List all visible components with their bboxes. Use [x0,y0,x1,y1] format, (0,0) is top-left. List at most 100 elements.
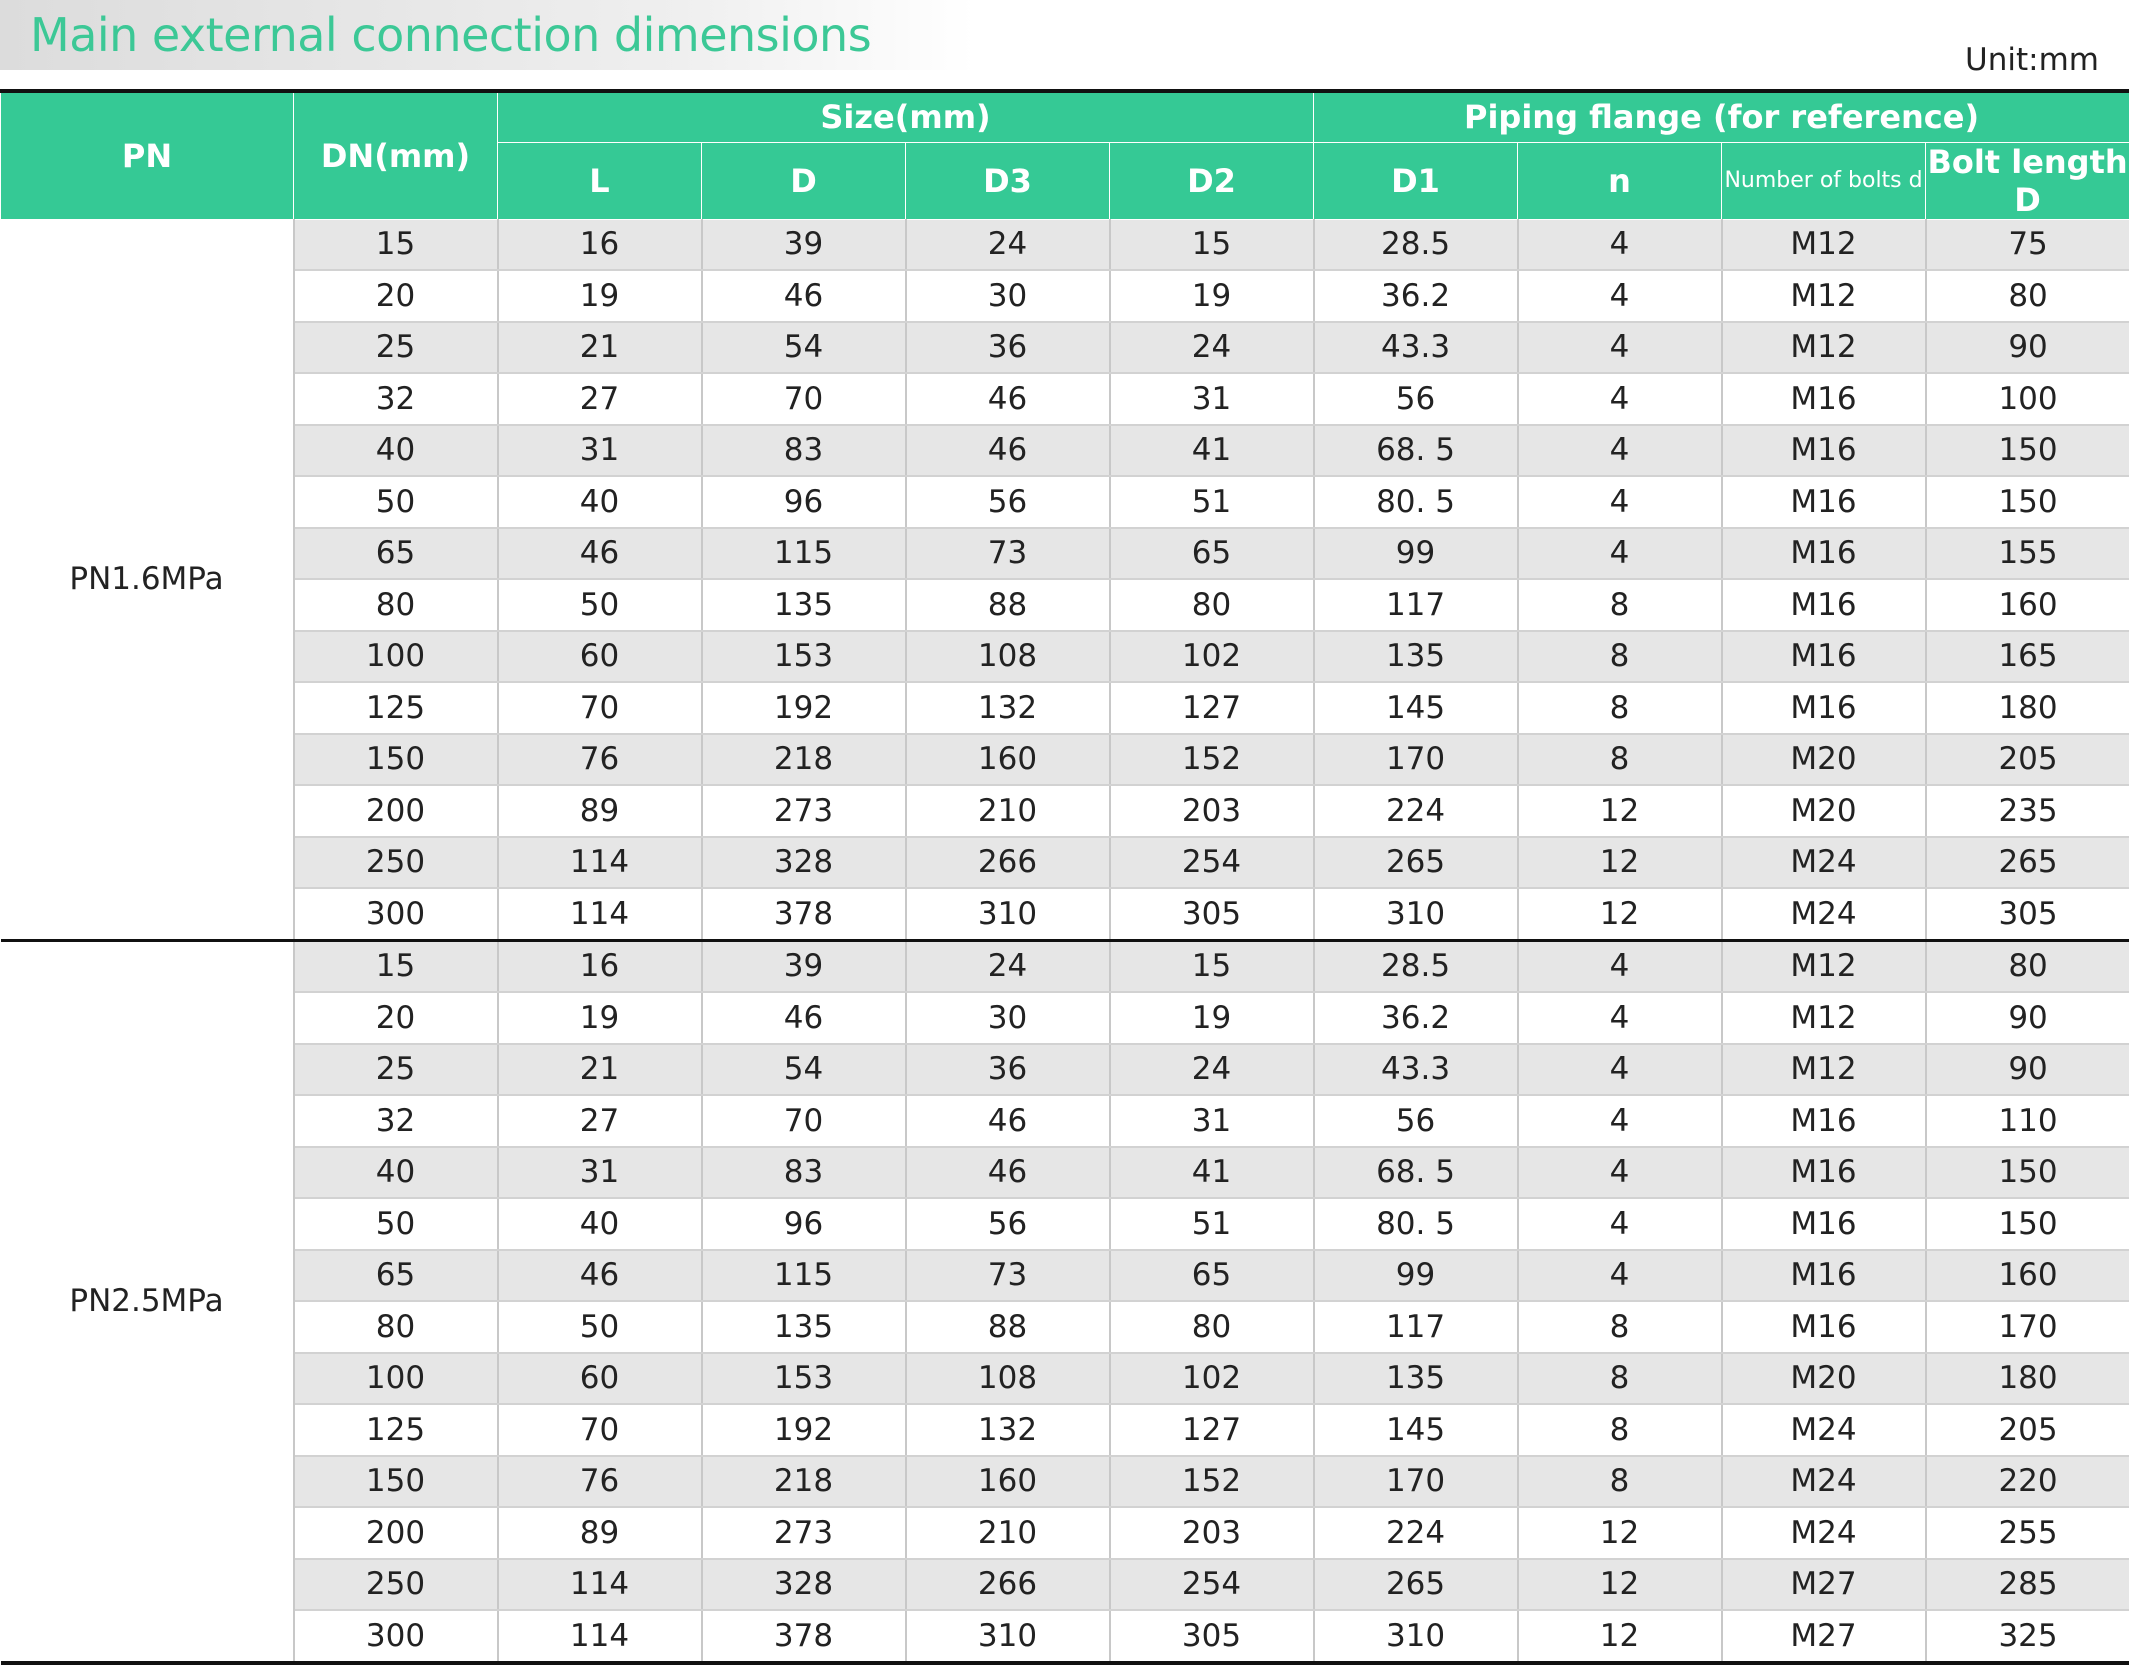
table-cell: 160 [906,734,1110,786]
table-cell: 378 [702,1610,906,1663]
table-cell: 80 [294,1301,498,1353]
table-cell: 24 [1110,1044,1314,1096]
table-cell: 152 [1110,1456,1314,1508]
table-cell: 127 [1110,682,1314,734]
table-cell: 305 [1926,888,2129,940]
table-cell: 12 [1518,837,1722,889]
table-cell: 4 [1518,425,1722,477]
table-cell: 125 [294,682,498,734]
table-cell: 266 [906,1559,1110,1611]
table-cell: 88 [906,579,1110,631]
table-cell: M12 [1722,322,1926,374]
table-cell: 46 [702,992,906,1044]
header-cell: Piping flange (for reference) [1314,91,2129,142]
table-cell: 265 [1314,837,1518,889]
table-cell: 150 [1926,476,2129,528]
table-cell: 203 [1110,1507,1314,1559]
header-cell: L [498,142,702,219]
table-cell: 39 [702,219,906,270]
table-cell: 50 [498,579,702,631]
table-cell: 54 [702,1044,906,1096]
table-cell: 46 [906,1147,1110,1199]
table-cell: 8 [1518,1301,1722,1353]
table-cell: 150 [1926,425,2129,477]
table-cell: 170 [1314,1456,1518,1508]
table-cell: 28.5 [1314,219,1518,270]
table-cell: 114 [498,1610,702,1663]
table-cell: 203 [1110,785,1314,837]
table-cell: 65 [1110,528,1314,580]
table-cell: 108 [906,1353,1110,1405]
table-cell: 27 [498,1095,702,1147]
table-cell: 68. 5 [1314,425,1518,477]
table-cell: 100 [1926,373,2129,425]
table-cell: 80 [294,579,498,631]
table-cell: 16 [498,219,702,270]
table-cell: 8 [1518,631,1722,683]
table-cell: 180 [1926,682,2129,734]
table-cell: 41 [1110,1147,1314,1199]
table-cell: 152 [1110,734,1314,786]
table-cell: 99 [1314,528,1518,580]
table-cell: 4 [1518,1198,1722,1250]
table-cell: 70 [702,1095,906,1147]
table-cell: M12 [1722,219,1926,270]
table-cell: 54 [702,322,906,374]
table-cell: 15 [294,219,498,270]
table-cell: 76 [498,1456,702,1508]
table-cell: 90 [1926,992,2129,1044]
table-cell: 210 [906,1507,1110,1559]
table-cell: M16 [1722,1250,1926,1302]
table-cell: 254 [1110,837,1314,889]
table-cell: 46 [906,1095,1110,1147]
table-cell: 4 [1518,1095,1722,1147]
table-cell: 80 [1110,1301,1314,1353]
table-cell: 310 [906,888,1110,940]
table-cell: 46 [498,1250,702,1302]
table-cell: 8 [1518,734,1722,786]
table-cell: 285 [1926,1559,2129,1611]
table-cell: 114 [498,888,702,940]
table-cell: 83 [702,425,906,477]
table-cell: 31 [1110,1095,1314,1147]
table-cell: 266 [906,837,1110,889]
table-cell: 8 [1518,682,1722,734]
table-cell: 4 [1518,528,1722,580]
table-cell: 145 [1314,1404,1518,1456]
table-cell: 65 [294,528,498,580]
table-cell: 20 [294,270,498,322]
table-cell: M16 [1722,373,1926,425]
table-cell: M24 [1722,1507,1926,1559]
table-cell: 27 [498,373,702,425]
table-cell: 192 [702,682,906,734]
table-cell: M16 [1722,579,1926,631]
table-cell: 218 [702,734,906,786]
table-cell: M27 [1722,1610,1926,1663]
table-cell: 325 [1926,1610,2129,1663]
table-cell: 115 [702,528,906,580]
table-cell: 160 [1926,579,2129,631]
table-cell: 127 [1110,1404,1314,1456]
table-cell: 4 [1518,270,1722,322]
table-cell: 36.2 [1314,992,1518,1044]
table-cell: 96 [702,1198,906,1250]
table-cell: M16 [1722,1198,1926,1250]
table-cell: 80 [1926,940,2129,992]
table-cell: 56 [1314,1095,1518,1147]
table-cell: 4 [1518,322,1722,374]
table-cell: M20 [1722,734,1926,786]
table-cell: 180 [1926,1353,2129,1405]
table-cell: 12 [1518,1507,1722,1559]
table-cell: 39 [702,940,906,992]
table-cell: 80. 5 [1314,1198,1518,1250]
